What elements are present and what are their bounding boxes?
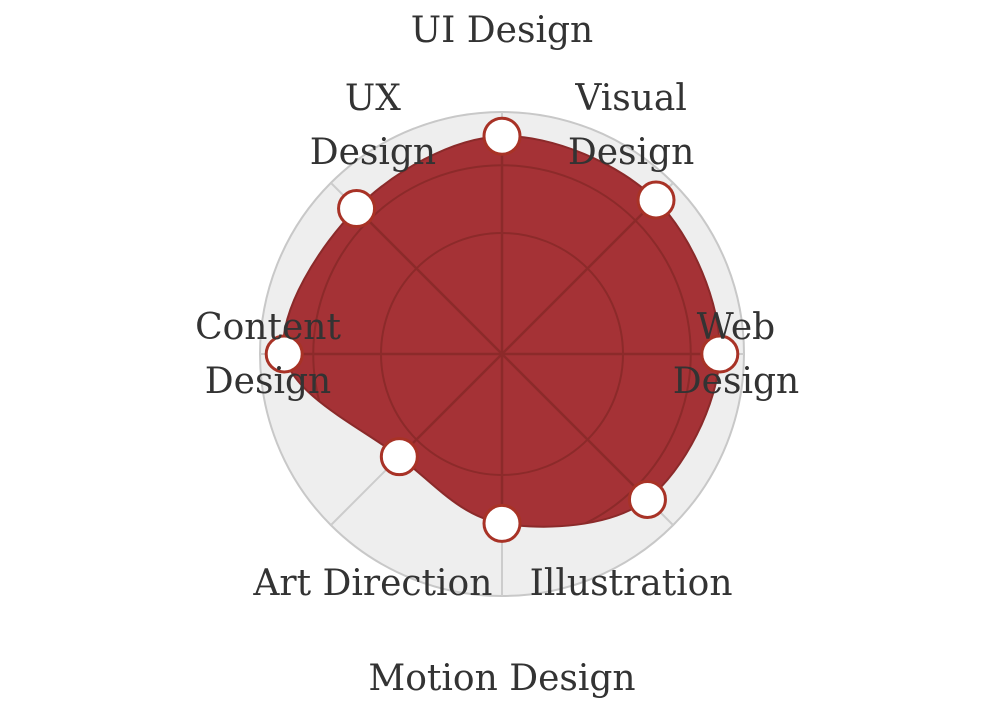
axis-label-visual-design: Visual Design xyxy=(568,78,694,173)
axis-label-line: UX xyxy=(345,78,401,119)
axis-label-line: Design xyxy=(568,132,694,173)
axis-label-art-direction: Art Direction xyxy=(252,563,492,604)
axis-label-line: Design xyxy=(310,132,436,173)
data-point-content-design xyxy=(264,334,304,374)
data-point-ui-design xyxy=(482,116,522,156)
axis-label-line: Content xyxy=(195,307,341,348)
axis-label-content-design: Content Design xyxy=(195,307,341,402)
data-point-art-direction xyxy=(379,437,419,477)
axis-label-line: Web xyxy=(697,307,775,348)
axis-label-web-design: Web Design xyxy=(673,307,799,402)
axis-label-ui-design: UI Design xyxy=(411,10,593,51)
data-point-visual-design xyxy=(636,180,676,220)
axis-label-line: Visual xyxy=(574,78,687,119)
labels-layer: UI Design Visual Design Web Design Illustrati… xyxy=(195,10,799,699)
data-point-ux-design xyxy=(337,189,377,229)
axis-label-ux-design: UX Design xyxy=(310,78,436,173)
axis-label-line: Design xyxy=(673,361,799,402)
axis-label-line: Design xyxy=(205,361,331,402)
data-point-motion-design xyxy=(482,503,522,543)
axis-label-motion-design: Motion Design xyxy=(368,658,635,699)
axis-label-illustration: Illustration xyxy=(530,563,733,604)
axis-label-line: UI Design xyxy=(411,10,593,51)
data-point-illustration xyxy=(627,479,667,519)
data-point-web-design xyxy=(700,334,740,374)
markers-layer xyxy=(264,116,740,543)
axis-label-line: Motion Design xyxy=(368,658,635,699)
axis-label-line: Art Direction xyxy=(252,563,492,604)
axis-label-line: Illustration xyxy=(530,563,733,604)
